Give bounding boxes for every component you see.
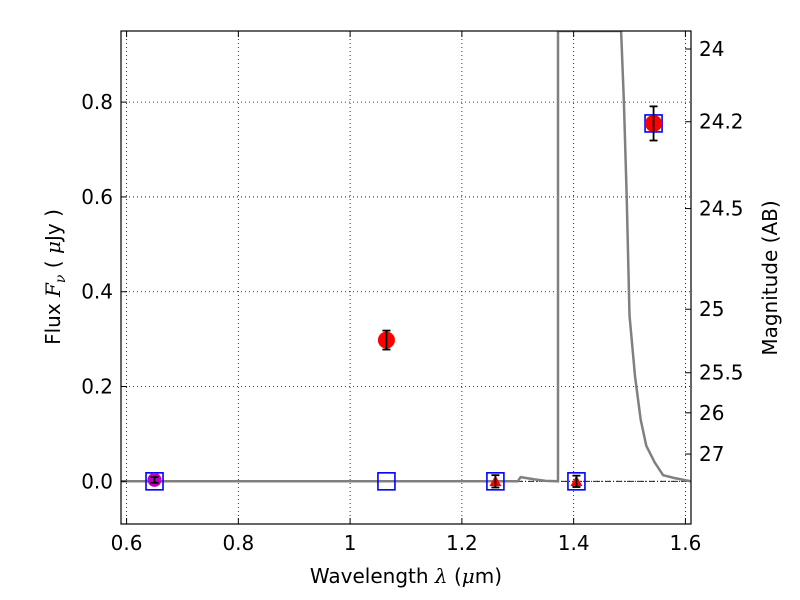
model-square-marker [567,472,586,491]
x-tick-label: 1 [344,531,357,555]
magnitude-tick-label: 25.5 [699,361,744,385]
y-axis-title: Flux Fν ( μJy ) [41,209,69,345]
y-tick-label: 0.0 [81,469,113,493]
y-tick-label: 0.2 [81,375,113,399]
data-area [121,31,691,491]
model-square-marker [145,472,164,491]
model-square-marker [486,472,505,491]
grid [121,31,691,524]
magnitude-tick-label: 24.5 [699,197,744,221]
y-tick-label: 0.8 [81,90,113,114]
x-axis-title: Wavelength λ (μm) [310,564,502,588]
x-tick-label: 1.2 [446,531,478,555]
model-spectrum-line [121,31,691,483]
y-tick-label: 0.4 [81,280,113,304]
y-tick-label: 0.6 [81,185,113,209]
magnitude-tick-label: 26 [699,401,724,425]
magnitude-axis-title: Magnitude (AB) [758,200,782,355]
x-tick-label: 0.6 [111,531,143,555]
magnitude-tick-label: 24.2 [699,110,744,134]
x-tick-label: 1.6 [670,531,702,555]
axis-ticks: 0.6 0.8 1 1.2 1.4 1.6 0.0 0.2 0.4 0.6 0.8 24 24.2 24.… [81,31,744,555]
x-tick-label: 0.8 [222,531,254,555]
magnitude-tick-label: 25 [699,297,724,321]
plot-frame [120,30,692,525]
x-tick-label: 1.4 [558,531,590,555]
magnitude-tick-label: 27 [699,442,724,466]
model-square-marker [377,472,396,491]
magnitude-tick-label: 24 [699,37,724,61]
